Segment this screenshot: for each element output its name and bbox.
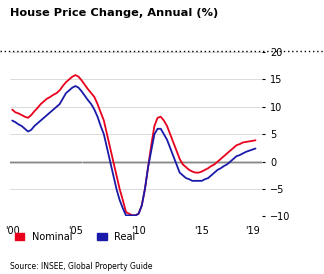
Text: House Price Change, Annual (%): House Price Change, Annual (%) (10, 8, 218, 18)
Legend: Nominal, Real: Nominal, Real (15, 232, 136, 242)
Text: Source: INSEE, Global Property Guide: Source: INSEE, Global Property Guide (10, 262, 152, 271)
